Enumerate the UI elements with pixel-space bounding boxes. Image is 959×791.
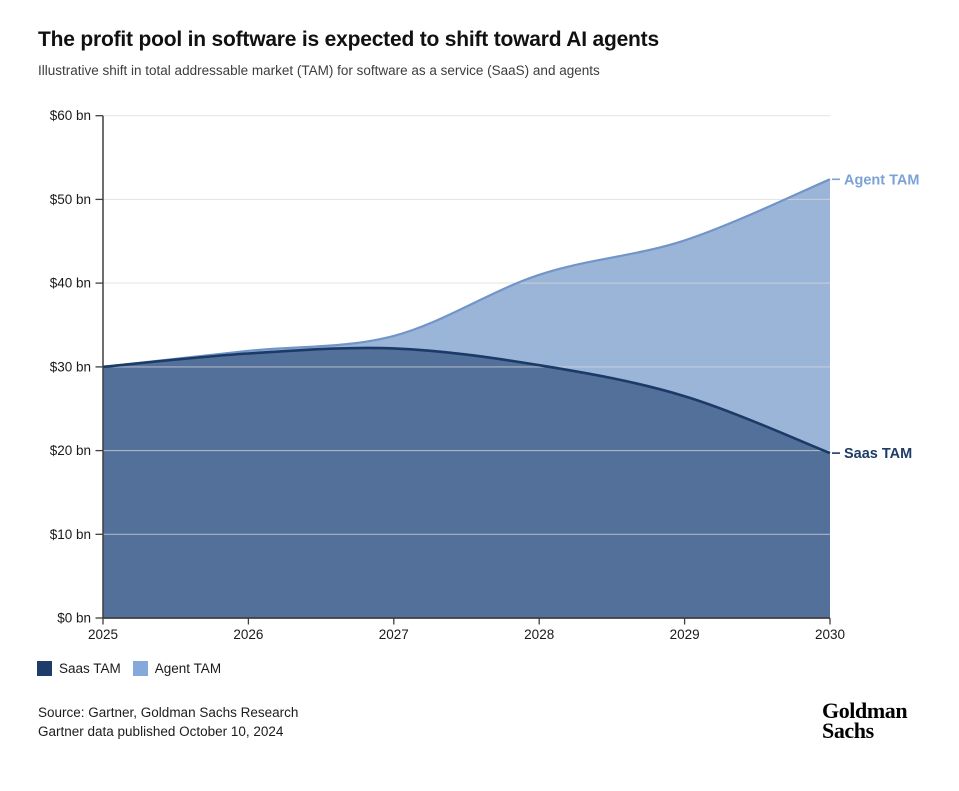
chart-legend: Saas TAM Agent TAM: [37, 661, 221, 676]
chart-title: The profit pool in software is expected …: [38, 28, 659, 51]
legend-label-agent-tam: Agent TAM: [154, 661, 222, 676]
source-note: Source: Gartner, Goldman Sachs Research …: [38, 704, 298, 741]
stacked-area-chart: $0 bn $10 bn $20 bn $30 bn $40 bn $50 bn $60 b…: [50, 108, 920, 642]
y-tick-label: $10 bn: [50, 527, 91, 542]
saas-tam-swatch: [37, 661, 52, 676]
agent-tam-area: [103, 179, 830, 454]
x-tick-label: 2030: [815, 627, 845, 642]
y-tick-label: $0 bn: [57, 611, 91, 626]
y-tick-label: $50 bn: [50, 192, 91, 207]
series-annotation-saas: Saas TAM: [844, 446, 912, 462]
legend-label-saas-tam: Saas TAM: [59, 661, 121, 676]
x-tick-label: 2029: [670, 627, 700, 642]
chart-subtitle: Illustrative shift in total addressable …: [38, 63, 600, 78]
source-line-1: Source: Gartner, Goldman Sachs Research: [38, 705, 299, 720]
y-tick-label: $20 bn: [50, 443, 91, 458]
x-tick-label: 2027: [379, 627, 409, 642]
logo-line-2: Sachs: [822, 717, 874, 743]
goldman-sachs-logo: Goldman Sachs: [822, 698, 908, 743]
agent-tam-swatch: [132, 661, 148, 676]
x-tick-label: 2028: [524, 627, 554, 642]
y-tick-label: $40 bn: [50, 276, 91, 291]
y-tick-label: $60 bn: [50, 108, 91, 123]
legend-item-agent-tam: Agent TAM: [132, 661, 222, 676]
y-tick-label: $30 bn: [50, 359, 91, 374]
agent-tam-line: [102, 178, 831, 368]
series-annotation-total: Agent TAM: [844, 172, 919, 188]
x-tick-label: 2026: [233, 627, 263, 642]
logo-line-1: Goldman: [822, 698, 908, 723]
source-line-2: Gartner data published October 10, 2024: [38, 723, 284, 739]
legend-item-saas-tam: Saas TAM: [37, 661, 121, 676]
saas-tam-line: [102, 346, 831, 455]
x-tick-label: 2025: [88, 627, 118, 642]
saas-tam-area: [103, 347, 830, 618]
